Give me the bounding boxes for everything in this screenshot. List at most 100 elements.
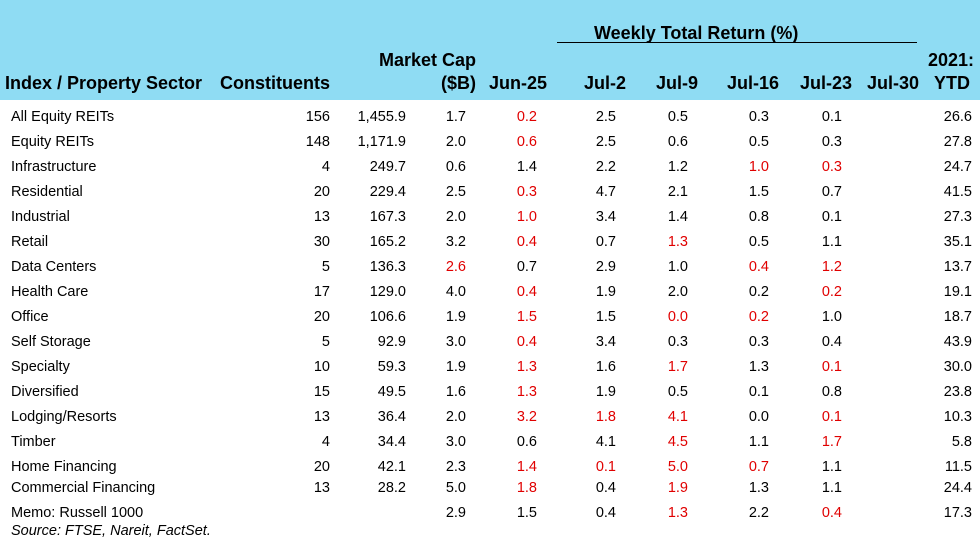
mktcap-cell: 42.1 <box>377 459 406 475</box>
constituents-cell: 15 <box>313 384 330 400</box>
week-return-cell: 3.2 <box>445 234 466 250</box>
week-return-cell: 4.1 <box>667 409 688 425</box>
mktcap-cell: 106.6 <box>369 309 406 325</box>
ytd-cell: 23.8 <box>943 384 972 400</box>
week-return-cell: 2.3 <box>445 459 466 475</box>
week-return-cell: 2.2 <box>595 159 616 175</box>
week-return-cell: 0.2 <box>748 284 769 300</box>
col-header-ytd-line1: 2021: <box>927 50 974 70</box>
week-return-cell: 0.4 <box>595 505 616 521</box>
week-return-cell: 1.9 <box>667 480 688 496</box>
table-row: Timber 4 34.4 3.0 0.6 4.1 4.5 1.1 1.7 5.8 <box>0 430 980 454</box>
weekly-total-return-title: Weekly Total Return (%) <box>594 23 799 43</box>
week-return-cell: 0.1 <box>821 109 842 125</box>
mktcap-cell: 129.0 <box>369 284 406 300</box>
constituents-cell: 4 <box>321 434 330 450</box>
week-return-cell: 1.2 <box>667 159 688 175</box>
ytd-cell: 19.1 <box>943 284 972 300</box>
sector-name: All Equity REITs <box>11 109 115 125</box>
ytd-cell: 43.9 <box>943 334 972 350</box>
week-return-cell: 1.3 <box>667 234 688 250</box>
week-return-cell: 0.6 <box>516 434 537 450</box>
table-row: Lodging/Resorts 13 36.4 2.0 3.2 1.8 4.1 0.0 0.1 1… <box>0 405 980 429</box>
mktcap-cell: 167.3 <box>369 209 406 225</box>
week-return-cell: 0.1 <box>821 359 842 375</box>
week-return-cell: 1.4 <box>516 459 537 475</box>
week-return-cell: 1.8 <box>595 409 616 425</box>
week-return-cell: 5.0 <box>667 459 688 475</box>
week-return-cell: 2.0 <box>445 134 466 150</box>
table-row: Memo: Russell 1000 2.9 1.5 0.4 1.3 2.2 0.4 17.3 <box>0 501 980 525</box>
week-return-cell: 0.5 <box>748 134 769 150</box>
week-return-cell: 0.2 <box>516 109 537 125</box>
ytd-cell: 13.7 <box>943 259 972 275</box>
week-return-cell: 2.9 <box>595 259 616 275</box>
table-row: Residential 20 229.4 2.5 0.3 4.7 2.1 1.5 0.7 41.5 <box>0 180 980 204</box>
week-return-cell: 1.1 <box>821 234 842 250</box>
ytd-cell: 35.1 <box>943 234 972 250</box>
mktcap-cell: 249.7 <box>369 159 406 175</box>
week-return-cell: 1.3 <box>667 505 688 521</box>
week-return-cell: 0.0 <box>748 409 769 425</box>
week-return-cell: 1.6 <box>595 359 616 375</box>
sector-name: Health Care <box>11 284 89 300</box>
week-return-cell: 1.9 <box>595 284 616 300</box>
mktcap-cell: 34.4 <box>377 434 406 450</box>
week-return-cell: 1.0 <box>821 309 842 325</box>
week-return-cell: 0.5 <box>667 109 688 125</box>
constituents-cell: 20 <box>313 459 330 475</box>
col-header-week-5: Jul-23 <box>799 73 852 93</box>
constituents-cell: 10 <box>313 359 330 375</box>
week-return-cell: 1.7 <box>445 109 466 125</box>
week-return-cell: 0.1 <box>748 384 769 400</box>
table-row: Office 20 106.6 1.9 1.5 1.5 0.0 0.2 1.0 18.7 <box>0 305 980 329</box>
sector-name: Data Centers <box>11 259 97 275</box>
week-return-cell: 1.1 <box>821 480 842 496</box>
week-return-cell: 0.4 <box>516 234 537 250</box>
ytd-cell: 11.5 <box>944 459 972 475</box>
table-row: Diversified 15 49.5 1.6 1.3 1.9 0.5 0.1 0.8 23.8 <box>0 380 980 404</box>
table-row: All Equity REITs 156 1,455.9 1.7 0.2 2.5 0.5 0.… <box>0 105 980 129</box>
week-return-cell: 0.6 <box>445 159 466 175</box>
week-return-cell: 0.7 <box>821 184 842 200</box>
week-return-cell: 3.0 <box>445 334 466 350</box>
col-header-mktcap-line2: ($B) <box>441 73 476 93</box>
sector-name: Memo: Russell 1000 <box>11 505 144 521</box>
week-return-cell: 1.0 <box>667 259 688 275</box>
week-return-cell: 1.4 <box>516 159 537 175</box>
week-return-cell: 2.5 <box>595 109 616 125</box>
ytd-cell: 27.3 <box>943 209 972 225</box>
week-return-cell: 3.4 <box>595 209 616 225</box>
ytd-cell: 18.7 <box>943 309 972 325</box>
week-return-cell: 1.8 <box>516 480 537 496</box>
table-row: Self Storage 5 92.9 3.0 0.4 3.4 0.3 0.3 0.4 43.9 <box>0 330 980 354</box>
week-return-cell: 0.3 <box>821 159 842 175</box>
week-return-cell: 0.0 <box>667 309 688 325</box>
sector-name: Retail <box>11 234 49 250</box>
week-return-cell: 0.2 <box>821 284 842 300</box>
constituents-cell: 17 <box>313 284 330 300</box>
week-return-cell: 1.5 <box>516 505 537 521</box>
ytd-cell: 30.0 <box>943 359 972 375</box>
ytd-cell: 5.8 <box>951 434 972 450</box>
table-row: Home Financing 20 42.1 2.3 1.4 0.1 5.0 0.7 1.1 11… <box>0 455 980 479</box>
week-return-cell: 0.6 <box>667 134 688 150</box>
ytd-cell: 41.5 <box>943 184 972 200</box>
constituents-cell: 156 <box>305 109 330 125</box>
week-return-cell: 1.3 <box>516 384 537 400</box>
week-return-cell: 0.4 <box>516 334 537 350</box>
week-return-cell: 1.5 <box>748 184 769 200</box>
week-return-cell: 3.0 <box>445 434 466 450</box>
week-return-cell: 1.6 <box>445 384 466 400</box>
week-return-cell: 3.4 <box>595 334 616 350</box>
week-return-cell: 0.4 <box>748 259 769 275</box>
ytd-cell: 17.3 <box>943 505 972 521</box>
week-return-cell: 2.6 <box>445 259 466 275</box>
constituents-cell: 20 <box>313 184 330 200</box>
sector-name: Equity REITs <box>11 134 94 150</box>
constituents-cell: 20 <box>313 309 330 325</box>
table-header: Weekly Total Return (%) Index / Property… <box>0 0 980 100</box>
ytd-cell: 24.4 <box>943 480 972 496</box>
mktcap-cell: 36.4 <box>377 409 406 425</box>
ytd-cell: 10.3 <box>943 409 972 425</box>
